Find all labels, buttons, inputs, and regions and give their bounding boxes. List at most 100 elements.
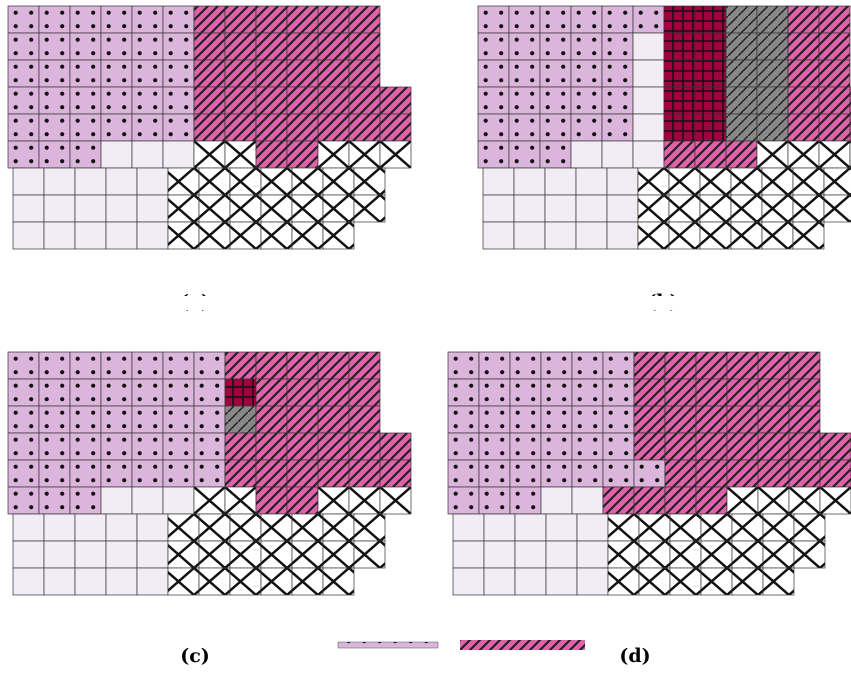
county [106, 514, 137, 541]
county [39, 406, 70, 433]
county [137, 195, 168, 222]
county [819, 87, 850, 114]
county [603, 433, 634, 460]
county [318, 6, 349, 33]
county [479, 379, 510, 406]
county [194, 406, 225, 433]
county [510, 433, 541, 460]
county [132, 379, 163, 406]
county [261, 514, 292, 541]
county [380, 114, 411, 141]
county [349, 487, 380, 514]
county [256, 487, 287, 514]
county [199, 222, 230, 249]
county [354, 541, 385, 568]
county-map [448, 352, 851, 595]
county [132, 460, 163, 487]
county [349, 460, 380, 487]
county [546, 541, 577, 568]
county [453, 568, 484, 595]
county [577, 568, 608, 595]
county [571, 60, 602, 87]
county [510, 352, 541, 379]
county [292, 168, 323, 195]
county [101, 141, 132, 168]
county [132, 6, 163, 33]
county [541, 433, 572, 460]
county [163, 406, 194, 433]
county [70, 114, 101, 141]
county [638, 195, 669, 222]
county [794, 514, 825, 541]
county [194, 33, 225, 60]
county [44, 222, 75, 249]
county [820, 487, 851, 514]
county [732, 514, 763, 541]
county [824, 195, 851, 222]
county [256, 60, 287, 87]
county [163, 433, 194, 460]
county [101, 460, 132, 487]
county [261, 222, 292, 249]
county [670, 568, 701, 595]
county [39, 60, 70, 87]
county [515, 541, 546, 568]
county [479, 487, 510, 514]
county [318, 460, 349, 487]
county [572, 433, 603, 460]
county [349, 60, 380, 87]
county [819, 33, 850, 60]
county [349, 433, 380, 460]
county [572, 379, 603, 406]
county [607, 195, 638, 222]
county [824, 168, 851, 195]
county [132, 433, 163, 460]
county [70, 352, 101, 379]
county [727, 379, 758, 406]
county [287, 379, 318, 406]
county [696, 487, 727, 514]
county [509, 87, 540, 114]
county [577, 541, 608, 568]
county [199, 514, 230, 541]
county [287, 33, 318, 60]
county [323, 195, 354, 222]
county [318, 114, 349, 141]
county [762, 195, 793, 222]
county [380, 433, 411, 460]
county [664, 114, 695, 141]
county [292, 514, 323, 541]
county [106, 222, 137, 249]
county [757, 60, 788, 87]
county [349, 114, 380, 141]
county [8, 60, 39, 87]
county [132, 33, 163, 60]
county [478, 114, 509, 141]
county [602, 141, 633, 168]
county [13, 195, 44, 222]
county [225, 6, 256, 33]
county [665, 433, 696, 460]
county [261, 541, 292, 568]
county [576, 195, 607, 222]
county [199, 195, 230, 222]
county [793, 195, 824, 222]
county [572, 406, 603, 433]
figure: (a) (b) (c) (d) [0, 0, 851, 675]
county [70, 460, 101, 487]
county [225, 33, 256, 60]
county [225, 60, 256, 87]
county [168, 514, 199, 541]
county [256, 352, 287, 379]
county [75, 195, 106, 222]
county [819, 6, 850, 33]
county [757, 87, 788, 114]
county [194, 87, 225, 114]
county [39, 352, 70, 379]
county [287, 114, 318, 141]
county [608, 541, 639, 568]
county [70, 433, 101, 460]
county [168, 222, 199, 249]
county [225, 460, 256, 487]
county [696, 406, 727, 433]
